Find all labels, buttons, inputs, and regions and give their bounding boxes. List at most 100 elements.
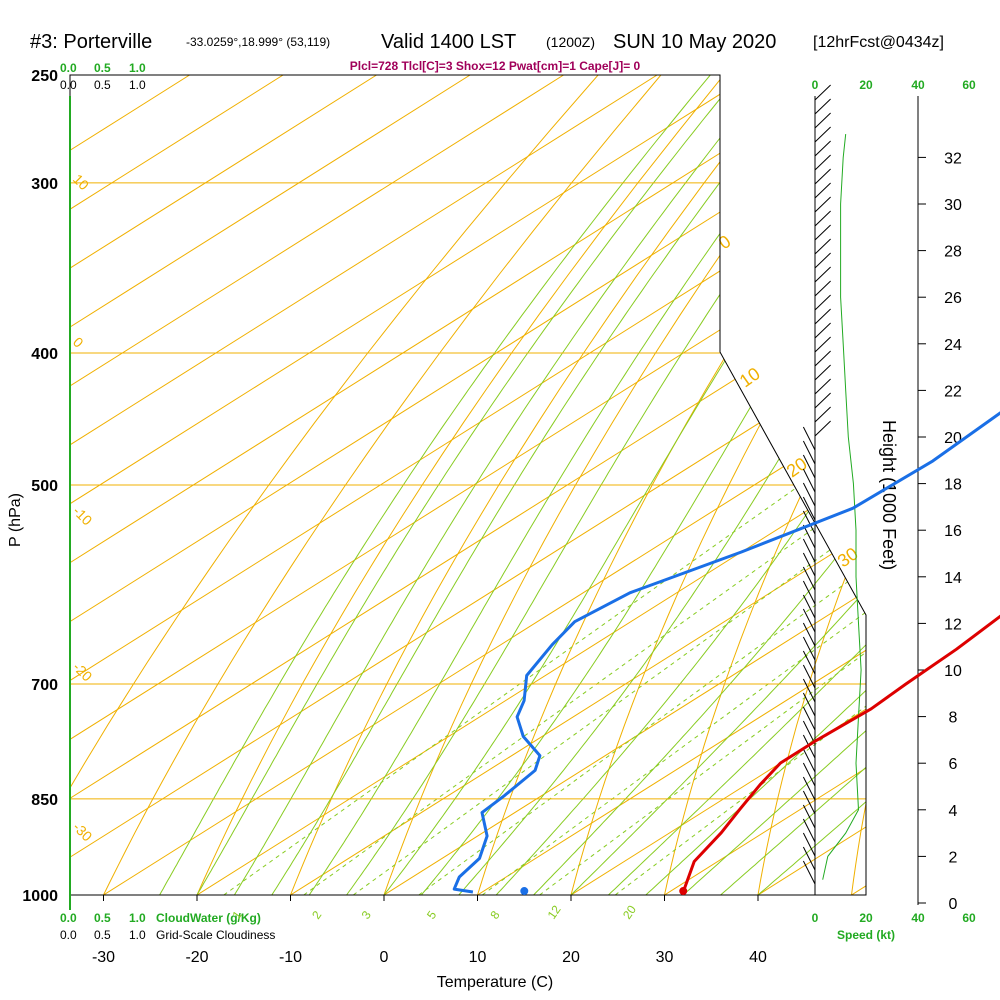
- x-tick-label--20: -20: [185, 949, 208, 966]
- height-label-32: 32: [944, 150, 962, 167]
- moist-adiabat: [720, 75, 866, 895]
- x-tick-label-10: 10: [469, 949, 487, 966]
- moist-adiabat: [308, 75, 838, 895]
- x-tick-label-30: 30: [656, 949, 674, 966]
- wind-barb: [802, 804, 816, 829]
- dry-adiabat: [757, 75, 866, 895]
- height-label-24: 24: [944, 337, 962, 354]
- moist-adiabat: [196, 75, 740, 895]
- height-label-6: 6: [949, 756, 958, 773]
- wind-barb: [802, 608, 816, 633]
- wind-barb: [802, 580, 816, 605]
- dry-adiabat: [70, 75, 599, 895]
- wind-barb: [802, 818, 816, 843]
- moist-adiabat: [495, 75, 866, 895]
- y-axis-title: P (hPa): [7, 493, 24, 547]
- cloud-top-black-1: 0.5: [94, 78, 111, 92]
- wind-barb: [814, 294, 831, 311]
- moist-adiabat: [645, 75, 866, 895]
- speed-tick-bottom-20: 20: [859, 911, 873, 925]
- dry-adiabat: [851, 75, 866, 895]
- height-label-12: 12: [944, 616, 962, 633]
- height-label-30: 30: [944, 197, 962, 214]
- wind-barb: [814, 252, 831, 269]
- height-label-26: 26: [944, 290, 962, 307]
- wind-barb: [802, 468, 816, 493]
- pressure-label-300: 300: [31, 176, 58, 193]
- x-tick-label--10: -10: [279, 949, 302, 966]
- wind-barb: [814, 392, 831, 409]
- pressure-tick-labels: 250 300 400 500 700 850 1000: [22, 68, 58, 905]
- wind-barb: [814, 112, 831, 129]
- wind-barb: [814, 266, 831, 283]
- speed-tick-top-40: 40: [911, 78, 925, 92]
- height-label-22: 22: [944, 383, 962, 400]
- height-label-0: 0: [949, 896, 958, 913]
- wind-barb: [802, 552, 816, 577]
- dry-adiabat: [103, 75, 662, 895]
- wind-barb: [802, 482, 816, 507]
- wind-barb: [802, 440, 816, 465]
- wind-panel: 0 20 40 60 0 20 40 60 Speed (kt): [812, 78, 976, 942]
- wind-barb: [814, 378, 831, 395]
- isotherm-line: [70, 75, 564, 895]
- cloudwater-label: CloudWater (g/Kg): [156, 911, 261, 925]
- cloudiness-label: Grid-Scale Cloudiness: [156, 928, 275, 942]
- wind-barb: [814, 182, 831, 199]
- dry-adiabat: [290, 75, 788, 895]
- wind-barb: [802, 538, 816, 563]
- temperature-tick-labels: -30 -20 -10 0 10 20 30 40: [92, 895, 767, 966]
- height-label-14: 14: [944, 570, 962, 587]
- wind-barb: [814, 322, 831, 339]
- cloud-bottom-green-1: 0.5: [94, 911, 111, 925]
- height-label-10: 10: [944, 663, 962, 680]
- dry-adiabat: [664, 75, 866, 895]
- wind-barb: [802, 762, 816, 787]
- height-label-16: 16: [944, 523, 962, 540]
- x-tick-label--30: -30: [92, 949, 115, 966]
- wind-barb: [814, 280, 831, 297]
- wind-speed-profile: [822, 134, 862, 880]
- moist-adiabat: [346, 75, 866, 895]
- wind-barb: [802, 566, 816, 591]
- x-tick-label-0: 0: [380, 949, 389, 966]
- x-tick-label-40: 40: [749, 949, 767, 966]
- moist-adiabat: [682, 75, 866, 895]
- wind-barb: [802, 692, 816, 717]
- wind-barb: [802, 776, 816, 801]
- wind-barb: [814, 336, 831, 353]
- title-valid: Valid 1400 LST: [381, 31, 516, 53]
- pressure-label-850: 850: [31, 792, 58, 809]
- cloud-scale-bottom: 0.0 0.5 1.0 CloudWater (g/Kg) 0.0 0.5 1.…: [60, 911, 275, 942]
- wind-barb: [814, 168, 831, 185]
- wind-barb: [814, 126, 831, 143]
- wind-barb: [802, 650, 816, 675]
- cloud-bottom-black-1: 0.5: [94, 928, 111, 942]
- pressure-label-1000: 1000: [22, 888, 58, 905]
- isotherm-line: [70, 75, 471, 895]
- cloud-top-black-2: 1.0: [129, 78, 146, 92]
- wind-barb: [814, 210, 831, 227]
- cloud-top-green-2: 1.0: [129, 61, 146, 75]
- wind-barb: [814, 224, 831, 241]
- cloud-top-green-1: 0.5: [94, 61, 111, 75]
- cloud-bottom-black-0: 0.0: [60, 928, 77, 942]
- moist-adiabat: [608, 75, 866, 895]
- moist-adiabat: [533, 75, 866, 895]
- title-coords: -33.0259°,18.999° (53,119): [186, 35, 330, 49]
- wind-barb: [802, 426, 816, 451]
- pressure-label-700: 700: [31, 677, 58, 694]
- surface-marker-dewpoint: [520, 887, 529, 896]
- cloud-bottom-green-2: 1.0: [129, 911, 146, 925]
- x-axis-title: Temperature (C): [437, 974, 553, 991]
- wind-barb: [802, 720, 816, 745]
- isotherm-line: [70, 75, 377, 895]
- temperature-trace: [681, 614, 1000, 893]
- wind-barb: [814, 406, 831, 423]
- title-utc: (1200Z): [546, 34, 595, 50]
- height-label-18: 18: [944, 477, 962, 494]
- wind-barb: [802, 748, 816, 773]
- wind-barb: [802, 860, 816, 885]
